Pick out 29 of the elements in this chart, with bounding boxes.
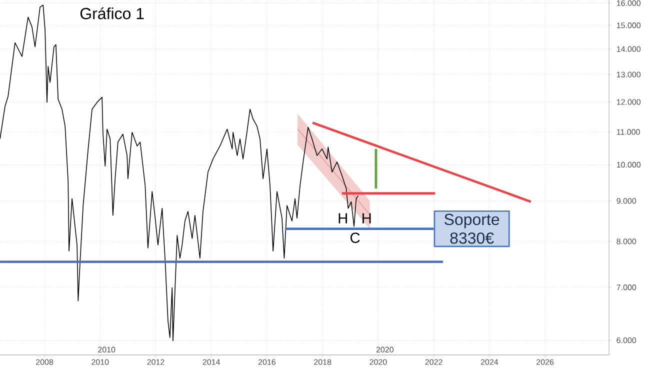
y-tick-label: 13.000 — [616, 72, 641, 78]
y-tick-label: 12.000 — [616, 99, 641, 105]
y-tick-label: 6.000 — [616, 337, 636, 344]
y-tick-label: 8.000 — [616, 238, 636, 244]
y-tick-label: 16.000 — [616, 0, 641, 6]
annotation: H — [338, 213, 347, 224]
x-tick-label: 2008 — [36, 359, 54, 365]
x-tick-label: 2016 — [258, 359, 276, 365]
chart-title: Gráfico 1 — [80, 7, 144, 20]
y-tick-label: 9.000 — [616, 198, 636, 204]
x-tick-label: 2024 — [480, 359, 498, 365]
y-tick-label: 7.000 — [616, 284, 636, 290]
annotation: 2020 — [376, 346, 394, 352]
annotation: 2010 — [98, 346, 116, 352]
x-tick-label: 2012 — [147, 359, 164, 365]
x-tick-label: 2020 — [370, 359, 387, 365]
x-tick-label: 2010 — [92, 359, 109, 365]
annotation: H — [362, 213, 371, 224]
y-tick-label: 11.000 — [616, 129, 640, 135]
y-tick-label: 10.000 — [616, 162, 641, 168]
x-tick-label: 2014 — [202, 359, 220, 365]
x-tick-label: 2022 — [425, 359, 442, 365]
y-tick-label: 14.000 — [616, 46, 641, 52]
line-series — [0, 4, 359, 342]
x-tick-label: 2026 — [536, 359, 554, 365]
x-tick-label: 2018 — [314, 359, 332, 365]
annotation: C — [350, 232, 360, 243]
y-tick-label: 15.000 — [616, 22, 641, 28]
series-label: Soporte 8330€ — [444, 214, 500, 244]
